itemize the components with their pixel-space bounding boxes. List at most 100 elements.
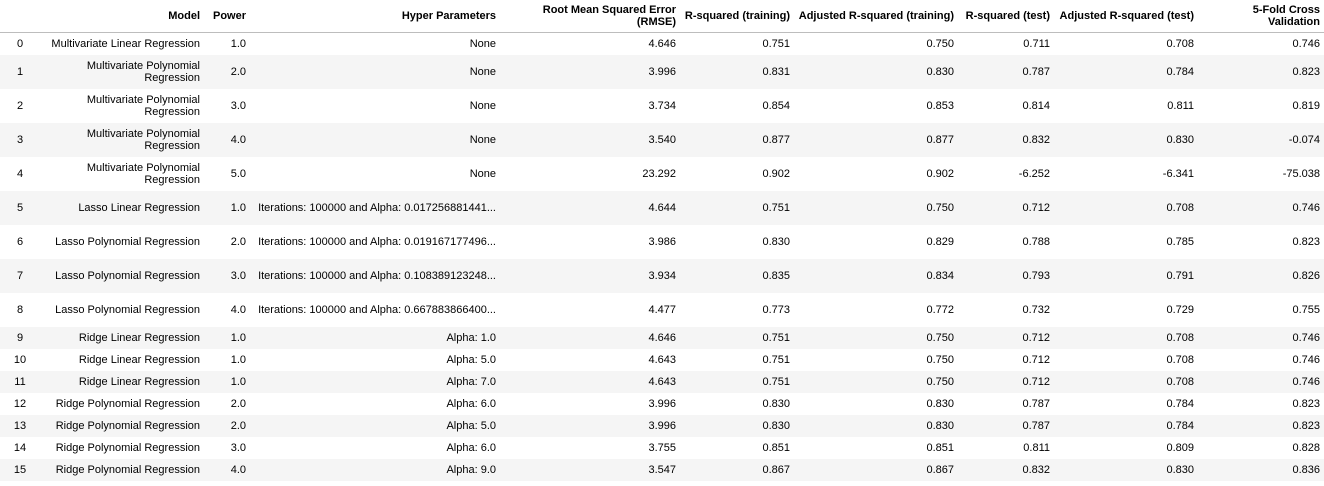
- five-fold-cv-cell: 0.836: [1292, 463, 1320, 476]
- r-squared-test-cell: 0.814: [1022, 99, 1050, 112]
- five-fold-cv-cell: 0.755: [1292, 303, 1320, 316]
- model-cell: Multivariate Linear Regression: [51, 37, 200, 50]
- five-fold-cv-cell: 0.746: [1292, 37, 1320, 50]
- five-fold-cv-cell: 0.826: [1292, 269, 1320, 282]
- five-fold-cv-cell: 0.746: [1292, 353, 1320, 366]
- model-header: Model: [40, 0, 204, 33]
- power-cell: 3.0: [230, 269, 246, 282]
- table-row: 6 Lasso Polynomial Regression 2.0 Iteration…: [0, 225, 1324, 259]
- r-squared-training-cell: 0.751: [762, 353, 790, 366]
- model-cell: Multivariate Polynomial Regression: [86, 93, 200, 118]
- r-squared-training-cell: 0.867: [762, 463, 790, 476]
- table-body: 0 Multivariate Linear Regression 1.0 None 4.…: [0, 33, 1324, 481]
- index-header: [0, 0, 40, 33]
- r-squared-training-cell: 0.902: [762, 167, 790, 180]
- row-index: 5: [16, 201, 24, 214]
- five-fold-cv-cell: -75.038: [1282, 167, 1320, 180]
- rmse-cell: 4.643: [648, 375, 676, 388]
- power-cell: 4.0: [230, 303, 246, 316]
- five-fold-cv-cell: 0.823: [1292, 235, 1320, 248]
- model-cell: Ridge Polynomial Regression: [55, 419, 200, 432]
- hyper-parameters-header: Hyper Parameters: [250, 0, 500, 33]
- table-row: 4 Multivariate Polynomial Regression 5.0 No…: [0, 157, 1324, 191]
- r-squared-test-cell: 0.711: [1023, 37, 1050, 50]
- rmse-cell: 3.755: [648, 441, 676, 454]
- adjusted-r-squared-test-cell: 0.708: [1166, 201, 1194, 214]
- five-fold-cv-cell: -0.074: [1288, 133, 1320, 146]
- adjusted-r-squared-test-cell: 0.708: [1166, 331, 1194, 344]
- power-header: Power: [204, 0, 250, 33]
- adjusted-r-squared-test-cell: 0.708: [1166, 37, 1194, 50]
- power-cell: 2.0: [230, 65, 246, 78]
- rmse-cell: 3.934: [648, 269, 676, 282]
- r-squared-test-cell: 0.811: [1023, 441, 1050, 454]
- row-index: 0: [16, 37, 24, 50]
- adjusted-r-squared-test-cell: 0.811: [1167, 99, 1194, 112]
- power-cell: 3.0: [230, 99, 246, 112]
- r-squared-training-cell: 0.831: [762, 65, 790, 78]
- model-cell: Multivariate Polynomial Regression: [86, 161, 200, 186]
- rmse-header: Root Mean Squared Error (RMSE): [500, 0, 680, 33]
- power-cell: 1.0: [230, 331, 246, 344]
- power-cell: 4.0: [230, 463, 246, 476]
- hyper-parameters-cell: None: [469, 133, 496, 146]
- adjusted-r-squared-training-cell: 0.750: [926, 331, 954, 344]
- adjusted-r-squared-test-cell: 0.784: [1166, 397, 1194, 410]
- row-index: 14: [13, 441, 27, 454]
- hyper-parameters-cell: Iterations: 100000 and Alpha: 0.01916717…: [258, 235, 496, 248]
- row-index: 1: [16, 65, 24, 78]
- hyper-parameters-cell: Alpha: 5.0: [446, 419, 496, 432]
- table-row: 3 Multivariate Polynomial Regression 4.0 No…: [0, 122, 1324, 157]
- adjusted-r-squared-training-cell: 0.750: [926, 375, 954, 388]
- table-row: 2 Multivariate Polynomial Regression 3.0 No…: [0, 89, 1324, 123]
- rmse-cell: 3.547: [648, 463, 676, 476]
- table-row: 12 Ridge Polynomial Regression 2.0 Alpha: 6…: [0, 393, 1324, 415]
- power-cell: 2.0: [230, 419, 246, 432]
- adjusted-r-squared-test-cell: 0.784: [1166, 65, 1194, 78]
- adjusted-r-squared-training-cell: 0.750: [926, 37, 954, 50]
- r-squared-test-cell: -6.252: [1018, 167, 1050, 180]
- r-squared-test-cell: 0.788: [1022, 235, 1050, 248]
- adjusted-r-squared-test-cell: 0.809: [1166, 441, 1194, 454]
- rmse-cell: 3.996: [648, 397, 676, 410]
- hyper-parameters-cell: Alpha: 5.0: [446, 353, 496, 366]
- adjusted-r-squared-training-cell: 0.829: [926, 235, 954, 248]
- r-squared-training-cell: 0.751: [762, 37, 790, 50]
- power-cell: 1.0: [230, 37, 246, 50]
- row-index: 3: [16, 133, 24, 146]
- five-fold-cv-cell: 0.823: [1292, 419, 1320, 432]
- adjusted-r-squared-training-cell: 0.830: [926, 397, 954, 410]
- model-cell: Multivariate Polynomial Regression: [86, 127, 200, 152]
- adjusted-r-squared-test-cell: 0.729: [1166, 303, 1194, 316]
- r-squared-training-cell: 0.751: [762, 331, 790, 344]
- hyper-parameters-cell: Alpha: 6.0: [446, 441, 496, 454]
- r-squared-test-cell: 0.712: [1022, 375, 1050, 388]
- table-row: 5 Lasso Linear Regression 1.0 Iterations: 1…: [0, 190, 1324, 225]
- power-cell: 1.0: [230, 353, 246, 366]
- table-row: 0 Multivariate Linear Regression 1.0 None 4.…: [0, 33, 1324, 55]
- rmse-cell: 3.734: [648, 99, 676, 112]
- power-cell: 1.0: [230, 201, 246, 214]
- r-squared-test-cell: 0.712: [1022, 201, 1050, 214]
- table-row: 13 Ridge Polynomial Regression 2.0 Alpha: 5…: [0, 414, 1324, 437]
- adjusted-r-squared-training-cell: 0.750: [926, 201, 954, 214]
- power-cell: 3.0: [230, 441, 246, 454]
- five-fold-cv-cell: 0.823: [1292, 397, 1320, 410]
- r-squared-test-cell: 0.832: [1022, 463, 1050, 476]
- hyper-parameters-cell: Iterations: 100000 and Alpha: 0.01725688…: [258, 201, 496, 214]
- five-fold-cv-cell: 0.828: [1292, 441, 1320, 454]
- table-row: 7 Lasso Polynomial Regression 3.0 Iteration…: [0, 258, 1324, 293]
- r-squared-test-cell: 0.787: [1022, 65, 1050, 78]
- row-index: 12: [13, 397, 27, 410]
- model-cell: Lasso Linear Regression: [78, 201, 200, 214]
- table-row: 14 Ridge Polynomial Regression 3.0 Alpha: 6…: [0, 437, 1324, 459]
- power-cell: 4.0: [230, 133, 246, 146]
- adjusted-r-squared-training-cell: 0.877: [926, 133, 954, 146]
- hyper-parameters-cell: Alpha: 1.0: [446, 331, 496, 344]
- rmse-cell: 3.540: [648, 133, 676, 146]
- hyper-parameters-cell: Iterations: 100000 and Alpha: 0.10838912…: [258, 269, 496, 282]
- r-squared-training-cell: 0.773: [762, 303, 790, 316]
- hyper-parameters-cell: Iterations: 100000 and Alpha: 0.66788386…: [258, 303, 496, 316]
- r-squared-training-cell: 0.830: [762, 235, 790, 248]
- rmse-cell: 3.996: [648, 65, 676, 78]
